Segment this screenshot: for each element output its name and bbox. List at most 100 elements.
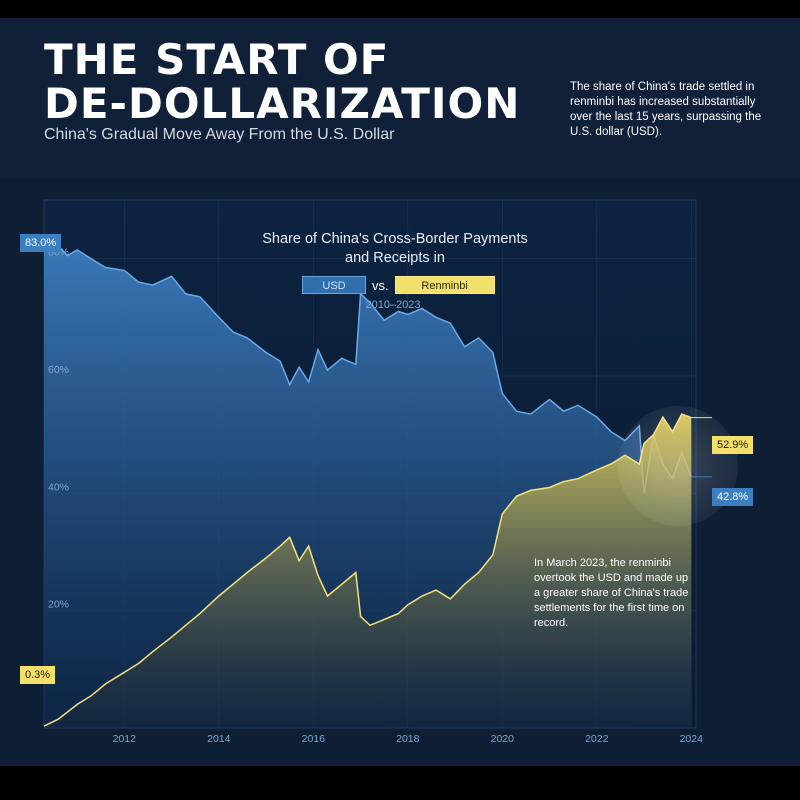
usd-point [289,384,291,386]
rmb-point [407,604,409,606]
usd-point [643,492,645,494]
usd-point [326,369,328,371]
chart-year-range: 2010–2023 [365,299,421,311]
rmb-point [529,489,531,491]
usd-point [90,258,92,260]
rmb-point [690,417,692,419]
rmb-point [341,583,343,585]
rmb-point [563,480,565,482]
rmb-point [397,612,399,614]
usd-point [529,413,531,415]
rmb-point [265,557,267,559]
title-line-1: THE START OF [44,35,390,84]
usd-line [44,240,692,494]
rmb-point [152,651,154,653]
usd-point [104,266,106,268]
usd-point [218,316,220,318]
rmb-point [90,695,92,697]
x-tick-label: 2012 [113,733,137,745]
rmb-point [218,595,220,597]
page-subtitle: China's Gradual Move Away From the U.S. … [44,126,395,143]
usd-start-label: 83.0% [20,234,62,252]
rmb-point [671,431,673,433]
rmb-point [548,486,550,488]
x-tick-label: 2016 [302,733,326,745]
rmb-point [43,725,45,727]
rmb-point [232,583,234,585]
usd-point [170,275,172,277]
title-line-2: DE-DOLLARIZATION [44,79,521,128]
rmb-point [492,554,494,556]
legend-renminbi: Renminbi [394,276,495,294]
legend-vs: vs. [372,277,389,293]
rmb-point [123,671,125,673]
rmb-point [421,595,423,597]
usd-point [152,284,154,286]
rmb-point [681,413,683,415]
rmb-point [104,683,106,685]
rmb-point [369,624,371,626]
rmb-point [199,612,201,614]
rmb-point [298,560,300,562]
rmb-point [643,442,645,444]
usd-point [246,337,248,339]
x-tick-label: 2024 [680,733,704,745]
usd-point [478,337,480,339]
usd-end-label: 42.8% [712,488,754,506]
area-chart: 80%60%40%20%2012 2014 2016 2018 2020 2022 2024 [43,200,738,745]
legend-usd: USD [302,276,366,294]
rmb-point [478,571,480,573]
rmb-start-label: 0.3% [20,666,56,684]
usd-point [383,319,385,321]
usd-point [341,357,343,359]
usd-point [185,293,187,295]
usd-point [123,269,125,271]
x-tick-label: 2014 [207,733,231,745]
rmb-point [279,545,281,547]
header-band [0,18,800,178]
usd-point [492,351,494,353]
rmb-point [577,478,579,480]
usd-point [681,451,683,453]
rmb-point [317,574,319,576]
usd-point [690,476,692,478]
usd-point [435,316,437,318]
usd-point [355,363,357,365]
rmb-point [652,434,654,436]
rmb-point [610,463,612,465]
chart-title: Share of China's Cross-Border Payments a… [262,231,528,266]
usd-point [407,313,409,315]
rmb-point [383,618,385,620]
usd-point [501,392,503,394]
usd-point [307,381,309,383]
rmb-line [43,413,692,727]
rmb-point [355,571,357,573]
x-tick-label: 2022 [585,733,609,745]
y-tick-label: 40% [48,481,69,493]
crossover-annotation: In March 2023, the renminbi overtook the… [534,557,689,629]
rmb-point [76,703,78,705]
usd-point [199,296,201,298]
x-tick-label: 2018 [396,733,420,745]
crossover-highlight [618,406,738,526]
usd-point [515,410,517,412]
rmb-point [326,595,328,597]
usd-point [577,404,579,406]
rmb-point [624,454,626,456]
usd-point [624,439,626,441]
rmb-point [463,583,465,585]
usd-point [232,331,234,333]
rmb-point [662,416,664,418]
rmb-point [137,662,139,664]
rmb-end-label: 52.9% [712,436,754,454]
rmb-point [57,718,59,720]
usd-point [449,322,451,324]
rmb-point [449,598,451,600]
usd-point [638,425,640,427]
rmb-point [359,615,361,617]
rmb-point [435,589,437,591]
y-tick-label: 20% [48,599,69,611]
usd-point [596,416,598,418]
y-tick-label: 60% [48,364,69,376]
intro-text: The share of China's trade settled in re… [570,81,762,138]
